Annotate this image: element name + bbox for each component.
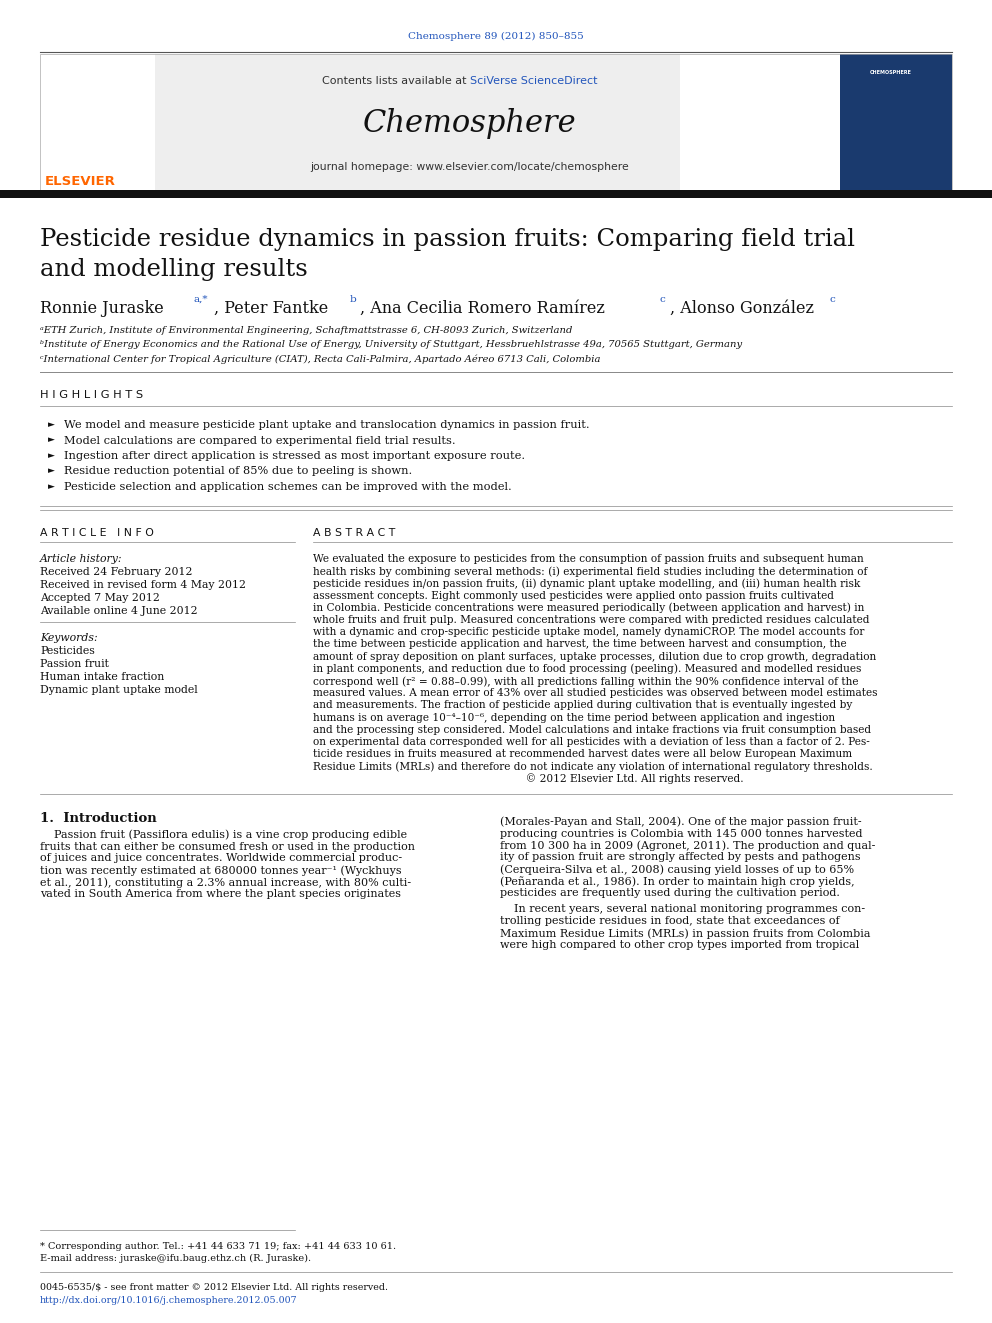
Text: Chemosphere: Chemosphere [363, 108, 576, 139]
Text: Keywords:: Keywords: [40, 632, 97, 643]
Text: in Colombia. Pesticide concentrations were measured periodically (between applic: in Colombia. Pesticide concentrations we… [313, 603, 864, 614]
Text: ᶜInternational Center for Tropical Agriculture (CIAT), Recta Cali-Palmira, Apart: ᶜInternational Center for Tropical Agric… [40, 355, 600, 364]
Text: correspond well (r² = 0.88–0.99), with all predictions falling within the 90% co: correspond well (r² = 0.88–0.99), with a… [313, 676, 858, 687]
Text: E-mail address: juraske@ifu.baug.ethz.ch (R. Juraske).: E-mail address: juraske@ifu.baug.ethz.ch… [40, 1254, 311, 1263]
Text: ►: ► [48, 467, 55, 475]
Text: and modelling results: and modelling results [40, 258, 308, 280]
Text: in plant components, and reduction due to food processing (peeling). Measured an: in plant components, and reduction due t… [313, 664, 861, 675]
Text: 1.  Introduction: 1. Introduction [40, 812, 157, 824]
Text: Model calculations are compared to experimental field trial results.: Model calculations are compared to exper… [64, 435, 455, 446]
Text: and measurements. The fraction of pesticide applied during cultivation that is e: and measurements. The fraction of pestic… [313, 700, 852, 710]
Text: on experimental data corresponded well for all pesticides with a deviation of le: on experimental data corresponded well f… [313, 737, 870, 747]
Text: producing countries is Colombia with 145 000 tonnes harvested: producing countries is Colombia with 145… [500, 828, 862, 839]
Text: vated in South America from where the plant species originates: vated in South America from where the pl… [40, 889, 401, 898]
Text: of juices and juice concentrates. Worldwide commercial produc-: of juices and juice concentrates. Worldw… [40, 853, 402, 864]
Text: Pesticide residue dynamics in passion fruits: Comparing field trial: Pesticide residue dynamics in passion fr… [40, 228, 855, 251]
Text: , Alonso González: , Alonso González [670, 300, 814, 318]
Text: Pesticides: Pesticides [40, 646, 95, 656]
Text: (Peñaranda et al., 1986). In order to maintain high crop yields,: (Peñaranda et al., 1986). In order to ma… [500, 876, 855, 886]
Text: ►: ► [48, 482, 55, 491]
Text: Pesticide selection and application schemes can be improved with the model.: Pesticide selection and application sche… [64, 482, 512, 492]
Text: a,*: a,* [193, 295, 207, 304]
Text: http://dx.doi.org/10.1016/j.chemosphere.2012.05.007: http://dx.doi.org/10.1016/j.chemosphere.… [40, 1297, 298, 1304]
Text: We model and measure pesticide plant uptake and translocation dynamics in passio: We model and measure pesticide plant upt… [64, 419, 589, 430]
Text: and the processing step considered. Model calculations and intake fractions via : and the processing step considered. Mode… [313, 725, 871, 734]
Text: , Ana Cecilia Romero Ramírez: , Ana Cecilia Romero Ramírez [360, 300, 605, 318]
Text: Residue reduction potential of 85% due to peeling is shown.: Residue reduction potential of 85% due t… [64, 467, 413, 476]
Text: Chemosphere 89 (2012) 850–855: Chemosphere 89 (2012) 850–855 [408, 32, 584, 41]
Text: c: c [830, 295, 835, 304]
Text: , Peter Fantke: , Peter Fantke [214, 300, 328, 318]
Text: humans is on average 10⁻⁴–10⁻⁶, depending on the time period between application: humans is on average 10⁻⁴–10⁻⁶, dependin… [313, 713, 835, 722]
Text: (Cerqueira-Silva et al., 2008) causing yield losses of up to 65%: (Cerqueira-Silva et al., 2008) causing y… [500, 864, 854, 875]
Text: Contents lists available at: Contents lists available at [322, 75, 470, 86]
Text: Human intake fraction: Human intake fraction [40, 672, 165, 681]
Text: Received 24 February 2012: Received 24 February 2012 [40, 568, 192, 577]
Text: pesticides are frequently used during the cultivation period.: pesticides are frequently used during th… [500, 888, 840, 897]
Text: © 2012 Elsevier Ltd. All rights reserved.: © 2012 Elsevier Ltd. All rights reserved… [313, 774, 744, 785]
Text: 0045-6535/$ - see front matter © 2012 Elsevier Ltd. All rights reserved.: 0045-6535/$ - see front matter © 2012 El… [40, 1283, 388, 1293]
Text: amount of spray deposition on plant surfaces, uptake processes, dilution due to : amount of spray deposition on plant surf… [313, 652, 876, 662]
Text: ►: ► [48, 435, 55, 445]
Text: Ingestion after direct application is stressed as most important exposure route.: Ingestion after direct application is st… [64, 451, 525, 460]
Text: ►: ► [48, 419, 55, 429]
Text: A R T I C L E   I N F O: A R T I C L E I N F O [40, 528, 154, 538]
Text: whole fruits and fruit pulp. Measured concentrations were compared with predicte: whole fruits and fruit pulp. Measured co… [313, 615, 870, 624]
Text: Passion fruit: Passion fruit [40, 659, 109, 669]
Text: trolling pesticide residues in food, state that exceedances of: trolling pesticide residues in food, sta… [500, 917, 839, 926]
Text: SciVerse ScienceDirect: SciVerse ScienceDirect [470, 75, 597, 86]
Text: fruits that can either be consumed fresh or used in the production: fruits that can either be consumed fresh… [40, 841, 415, 852]
Text: Dynamic plant uptake model: Dynamic plant uptake model [40, 685, 197, 695]
Text: Available online 4 June 2012: Available online 4 June 2012 [40, 606, 197, 617]
Text: Maximum Residue Limits (MRLs) in passion fruits from Colombia: Maximum Residue Limits (MRLs) in passion… [500, 927, 871, 938]
Text: Received in revised form 4 May 2012: Received in revised form 4 May 2012 [40, 579, 246, 590]
Text: In recent years, several national monitoring programmes con-: In recent years, several national monito… [500, 905, 865, 914]
Text: We evaluated the exposure to pesticides from the consumption of passion fruits a: We evaluated the exposure to pesticides … [313, 554, 864, 564]
Bar [155, 54, 680, 192]
Text: (Morales-Payan and Stall, 2004). One of the major passion fruit-: (Morales-Payan and Stall, 2004). One of … [500, 816, 862, 827]
Text: ity of passion fruit are strongly affected by pests and pathogens: ity of passion fruit are strongly affect… [500, 852, 861, 863]
Text: * Corresponding author. Tel.: +41 44 633 71 19; fax: +41 44 633 10 61.: * Corresponding author. Tel.: +41 44 633… [40, 1242, 396, 1252]
Text: were high compared to other crop types imported from tropical: were high compared to other crop types i… [500, 939, 859, 950]
Bar [40, 54, 155, 192]
Text: health risks by combining several methods: (i) experimental field studies includ: health risks by combining several method… [313, 566, 867, 577]
Text: Ronnie Juraske: Ronnie Juraske [40, 300, 164, 318]
Bar [840, 54, 952, 192]
Text: Passion fruit (Passiflora edulis) is a vine crop producing edible: Passion fruit (Passiflora edulis) is a v… [40, 830, 407, 840]
Text: ᵃETH Zurich, Institute of Environmental Engineering, Schaftmattstrasse 6, CH-809: ᵃETH Zurich, Institute of Environmental … [40, 325, 572, 335]
Text: the time between pesticide application and harvest, the time between harvest and: the time between pesticide application a… [313, 639, 846, 650]
Text: b: b [350, 295, 357, 304]
Text: journal homepage: www.elsevier.com/locate/chemosphere: journal homepage: www.elsevier.com/locat… [310, 161, 629, 172]
Text: ►: ► [48, 451, 55, 460]
Bar [0, 191, 992, 198]
Bar [40, 54, 952, 192]
Text: et al., 2011), constituting a 2.3% annual increase, with 80% culti-: et al., 2011), constituting a 2.3% annua… [40, 877, 411, 888]
Text: CHEMOSPHERE: CHEMOSPHERE [870, 70, 912, 75]
Text: H I G H L I G H T S: H I G H L I G H T S [40, 390, 143, 400]
Text: ticide residues in fruits measured at recommended harvest dates were all below E: ticide residues in fruits measured at re… [313, 749, 852, 759]
Text: c: c [660, 295, 666, 304]
Text: tion was recently estimated at 680000 tonnes year⁻¹ (Wyckhuys: tion was recently estimated at 680000 to… [40, 865, 402, 876]
Text: pesticide residues in/on passion fruits, (ii) dynamic plant uptake modelling, an: pesticide residues in/on passion fruits,… [313, 578, 860, 589]
Text: A B S T R A C T: A B S T R A C T [313, 528, 395, 538]
Text: ᵇInstitute of Energy Economics and the Rational Use of Energy, University of Stu: ᵇInstitute of Energy Economics and the R… [40, 340, 742, 349]
Text: measured values. A mean error of 43% over all studied pesticides was observed be: measured values. A mean error of 43% ove… [313, 688, 878, 699]
Text: ELSEVIER: ELSEVIER [45, 175, 115, 188]
Text: Accepted 7 May 2012: Accepted 7 May 2012 [40, 593, 160, 603]
Text: with a dynamic and crop-specific pesticide uptake model, namely dynamiCROP. The : with a dynamic and crop-specific pestici… [313, 627, 864, 638]
Text: Article history:: Article history: [40, 554, 122, 564]
Text: from 10 300 ha in 2009 (Agronet, 2011). The production and qual-: from 10 300 ha in 2009 (Agronet, 2011). … [500, 840, 875, 851]
Text: Residue Limits (MRLs) and therefore do not indicate any violation of internation: Residue Limits (MRLs) and therefore do n… [313, 762, 873, 771]
Text: assessment concepts. Eight commonly used pesticides were applied onto passion fr: assessment concepts. Eight commonly used… [313, 590, 834, 601]
